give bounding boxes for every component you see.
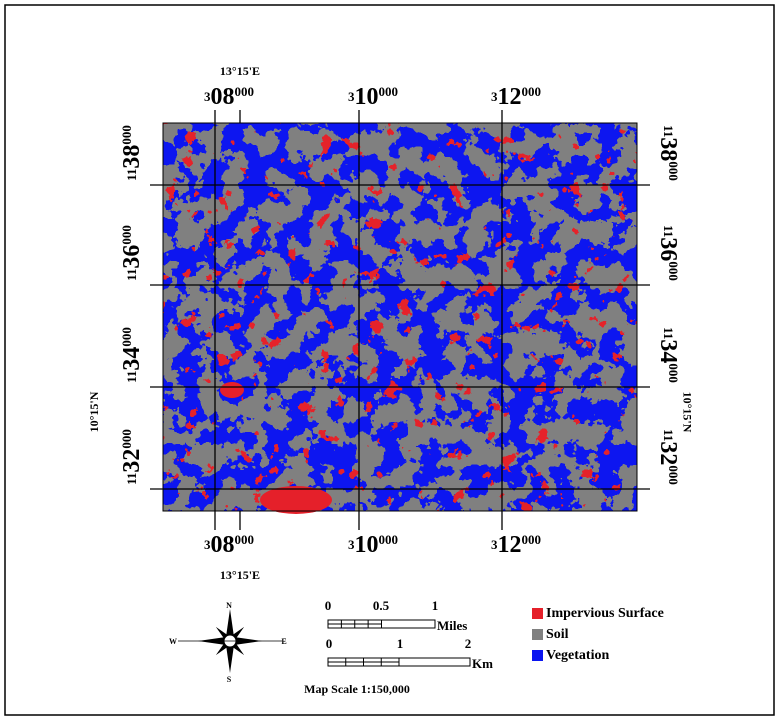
coord-sup: 000 <box>235 532 255 547</box>
impervious-patch <box>260 486 332 514</box>
coord-big: 10 <box>355 532 379 558</box>
compass-letter: W <box>169 637 177 646</box>
coord-big: 36 <box>655 237 681 261</box>
coord-big: 38 <box>655 137 681 161</box>
coord-sup: 000 <box>119 225 134 245</box>
coord-small: 11 <box>661 327 676 339</box>
coord-big: 34 <box>655 339 681 363</box>
impervious-area <box>163 123 637 511</box>
legend-swatch <box>532 629 543 640</box>
compass-letter: N <box>226 601 232 610</box>
coord-big: 32 <box>119 449 145 473</box>
scale-label: 1 <box>432 598 439 613</box>
coord-small: 11 <box>124 169 139 181</box>
coord-big: 12 <box>498 84 522 110</box>
coord-big: 38 <box>119 145 145 169</box>
coord-sup: 000 <box>235 84 255 99</box>
compass-letter: S <box>227 675 232 684</box>
coord-sup: 000 <box>666 465 681 485</box>
legend-label: Soil <box>546 627 569 642</box>
scale-label: 0 <box>326 636 333 651</box>
scale-label: 0.5 <box>373 598 390 613</box>
coord-small: 11 <box>661 225 676 237</box>
longitude-label: 13°15'E <box>220 568 260 582</box>
coord-small: 11 <box>661 125 676 137</box>
coord-sup: 000 <box>666 363 681 383</box>
scale-label: 0 <box>325 598 332 613</box>
coord-sup: 000 <box>119 429 134 449</box>
legend-label: Vegetation <box>546 648 609 663</box>
coord-big: 12 <box>498 532 522 558</box>
coord-sup: 000 <box>522 84 542 99</box>
scale-label: 2 <box>465 636 472 651</box>
coord-big: 32 <box>655 441 681 465</box>
scale-label: 1 <box>397 636 404 651</box>
coord-big: 08 <box>211 84 235 110</box>
longitude-label: 13°15'E <box>220 64 260 78</box>
coord-sup: 000 <box>666 161 681 181</box>
map-figure: 3080003080003100003100003120003120001138… <box>0 0 780 721</box>
coord-big: 08 <box>211 532 235 558</box>
impervious-patch <box>220 382 244 398</box>
legend-label: Impervious Surface <box>546 606 664 621</box>
coord-small: 11 <box>124 473 139 485</box>
coord-sup: 000 <box>119 327 134 347</box>
coord-big: 34 <box>119 347 145 371</box>
latitude-label: 10°15'N <box>87 391 101 432</box>
coord-sup: 000 <box>119 125 134 145</box>
coord-small: 11 <box>661 429 676 441</box>
land-cover-raster <box>163 123 637 514</box>
scale-unit: Miles <box>437 618 467 633</box>
coord-small: 11 <box>124 371 139 383</box>
coord-big: 10 <box>355 84 379 110</box>
scale-text: Map Scale 1:150,000 <box>304 682 410 696</box>
coord-sup: 000 <box>522 532 542 547</box>
coord-small: 11 <box>124 269 139 281</box>
legend-swatch <box>532 608 543 619</box>
scale-unit: Km <box>472 656 493 671</box>
coord-sup: 000 <box>666 261 681 281</box>
compass-letter: E <box>281 637 286 646</box>
coord-sup: 000 <box>379 532 399 547</box>
coord-sup: 000 <box>379 84 399 99</box>
coord-big: 36 <box>119 245 145 269</box>
legend-swatch <box>532 650 543 661</box>
latitude-label: 10°15'N <box>680 392 694 433</box>
